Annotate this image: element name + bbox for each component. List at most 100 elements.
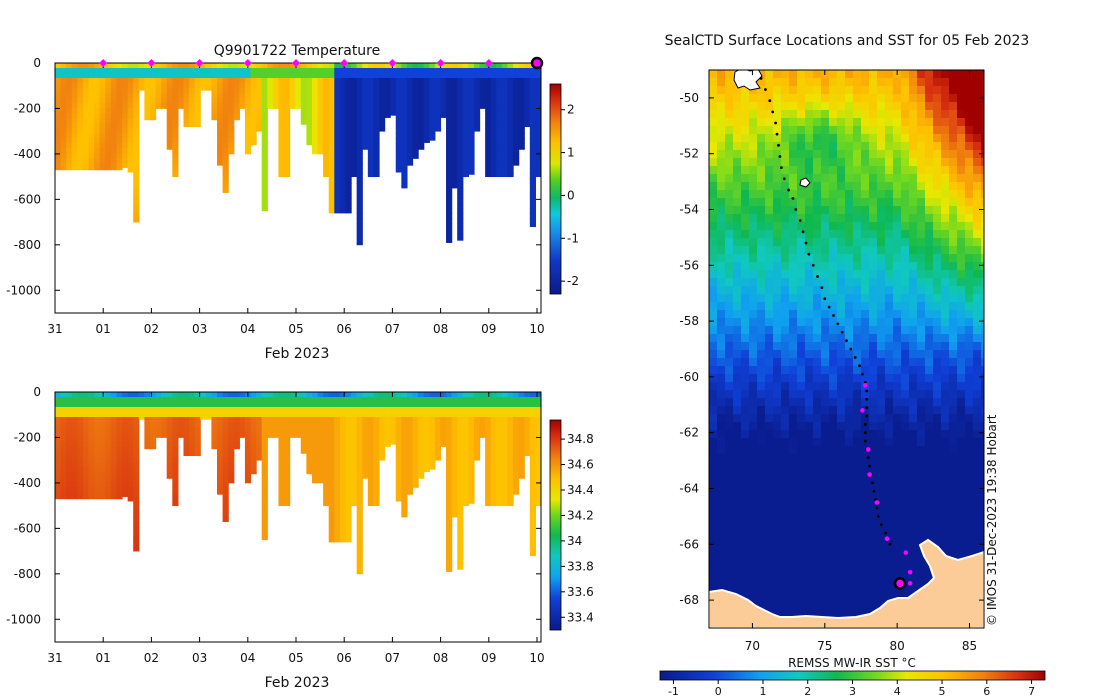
- salinity-cell: [217, 482, 224, 488]
- temperature-cell: [149, 118, 157, 121]
- temperature-cell: [82, 88, 90, 94]
- sst-cell: [877, 246, 886, 255]
- sst-cell: [869, 182, 878, 191]
- temperature-cell: [110, 103, 118, 109]
- sst-cell: [709, 286, 718, 295]
- sst-cell: [845, 366, 854, 375]
- salinity-cell: [323, 457, 330, 463]
- salinity-cell: [524, 417, 531, 423]
- temperature-cell: [94, 73, 101, 79]
- sst-cell: [749, 278, 758, 287]
- salinity-cell: [244, 422, 252, 428]
- salinity-cell: [529, 522, 537, 528]
- temperature-cell: [105, 123, 112, 129]
- salinity-cell: [334, 467, 341, 473]
- salinity-cell: [390, 417, 397, 423]
- sst-cell: [861, 398, 870, 407]
- sst-cell: [965, 190, 974, 199]
- sst-cell: [717, 126, 726, 135]
- salinity-cell: [362, 392, 369, 398]
- temperature-cell: [94, 128, 101, 134]
- salinity-cell: [485, 397, 492, 403]
- sst-cell: [749, 206, 758, 215]
- temperature-cell: [267, 98, 274, 104]
- sst-cell: [909, 294, 918, 303]
- temperature-cell: [412, 63, 419, 69]
- salinity-cell: [406, 487, 414, 493]
- sst-cell: [733, 158, 742, 167]
- salinity-cell: [345, 472, 352, 478]
- sst-cell: [741, 126, 750, 135]
- temperature-cell: [418, 133, 425, 139]
- sst-cell: [965, 342, 974, 351]
- salinity-cell: [501, 447, 509, 453]
- sst-cell: [765, 254, 774, 263]
- temperature-cell: [323, 133, 330, 139]
- salinity-cell: [496, 397, 503, 403]
- salinity-cell: [367, 392, 375, 398]
- temperature-cell: [457, 193, 464, 199]
- salinity-cell: [177, 402, 185, 408]
- temperature-cell: [356, 103, 363, 109]
- temperature-cell: [88, 68, 95, 74]
- salinity-cell: [105, 452, 112, 458]
- sst-cell: [725, 142, 734, 151]
- temperature-cell: [110, 158, 118, 164]
- temperature-cell: [462, 78, 469, 84]
- salinity-cell: [77, 412, 84, 418]
- salinity-cell: [529, 422, 537, 428]
- sst-cell: [813, 318, 822, 327]
- salinity-cell: [105, 432, 112, 438]
- salinity-cell: [457, 407, 464, 413]
- temperature-cell: [116, 153, 123, 159]
- salinity-cell: [317, 452, 324, 458]
- sst-cell: [941, 390, 950, 399]
- salinity-cell: [529, 472, 537, 478]
- sst-cell: [733, 166, 742, 175]
- salinity-cell: [172, 467, 179, 473]
- temperature-cell: [395, 138, 402, 144]
- salinity-cell: [518, 417, 525, 423]
- salinity-cell: [127, 432, 134, 438]
- temperature-cell: [334, 168, 341, 174]
- temperature-cell: [339, 128, 347, 134]
- salinity-cell: [66, 407, 73, 413]
- sst-cell: [717, 406, 726, 415]
- salinity-cell: [71, 482, 78, 488]
- sst-cell: [981, 166, 984, 175]
- salinity-cell: [518, 432, 525, 438]
- salinity-cell: [116, 482, 123, 488]
- sst-cell: [901, 342, 910, 351]
- sst-cell: [781, 142, 790, 151]
- temperature-cell: [507, 93, 514, 99]
- temperature-cell: [66, 128, 73, 134]
- temperature-cell: [345, 113, 352, 119]
- temperature-cell: [278, 63, 285, 69]
- salinity-cell: [529, 407, 537, 413]
- temperature-cell: [418, 143, 425, 149]
- salinity-cell: [55, 492, 62, 498]
- sst-cell: [829, 342, 838, 351]
- salinity-cell: [149, 407, 157, 413]
- colorbar-tick-label: 1: [567, 146, 575, 160]
- salinity-cell: [110, 492, 118, 498]
- temperature-cell: [239, 68, 246, 74]
- temperature-cell: [82, 63, 90, 69]
- sst-cell: [941, 150, 950, 159]
- sst-cell: [853, 254, 862, 263]
- temperature-cell: [479, 73, 486, 79]
- salinity-cell: [149, 392, 157, 398]
- salinity-cell: [71, 447, 78, 453]
- salinity-cell: [155, 392, 162, 398]
- salinity-cell: [401, 507, 408, 513]
- sst-cell: [909, 278, 918, 287]
- salinity-cell: [194, 422, 201, 428]
- salinity-cell: [457, 542, 464, 548]
- sst-cell: [941, 166, 950, 175]
- salinity-cell: [77, 432, 84, 438]
- sst-cell: [893, 78, 902, 87]
- temperature-cell: [501, 148, 509, 154]
- temperature-cell: [395, 123, 402, 129]
- salinity-cell: [228, 432, 235, 438]
- sst-cell: [973, 294, 982, 303]
